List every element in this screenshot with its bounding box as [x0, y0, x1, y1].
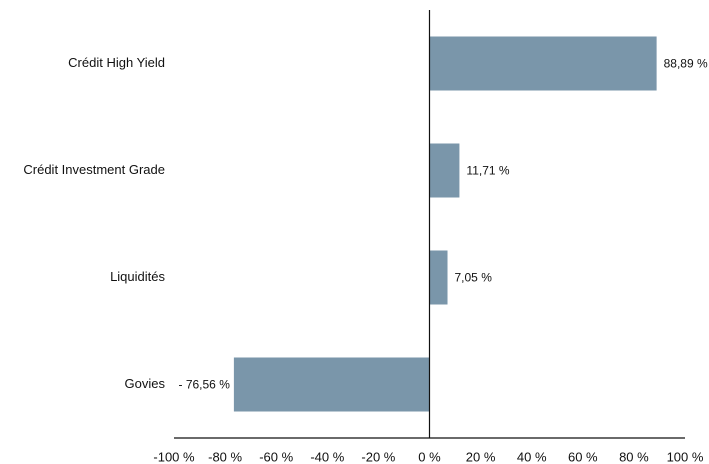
value-label: - 76,56 %	[179, 378, 231, 392]
x-tick-label: 60 %	[568, 449, 598, 464]
y-tick-label: Crédit Investment Grade	[23, 162, 165, 177]
y-tick-label: Govies	[125, 376, 166, 391]
x-tick-label: -80 %	[208, 449, 242, 464]
x-tick-label: 100 %	[667, 449, 704, 464]
x-tick-label: 80 %	[619, 449, 649, 464]
value-label: 11,71 %	[466, 164, 509, 178]
x-tick-label: -100 %	[153, 449, 195, 464]
bar	[429, 143, 460, 198]
value-label: 7,05 %	[455, 271, 493, 285]
x-tick-label: -20 %	[361, 449, 395, 464]
x-tick-label: -60 %	[259, 449, 293, 464]
bar	[233, 357, 430, 412]
bar	[429, 250, 448, 305]
y-tick-label: Crédit High Yield	[68, 55, 165, 70]
x-tick-label: 40 %	[517, 449, 547, 464]
y-tick-label: Liquidités	[110, 269, 165, 284]
bar	[429, 36, 657, 91]
x-tick-label: 20 %	[466, 449, 496, 464]
x-tick-label: 0 %	[418, 449, 441, 464]
value-label: 88,89 %	[664, 57, 708, 71]
x-tick-label: -40 %	[310, 449, 344, 464]
